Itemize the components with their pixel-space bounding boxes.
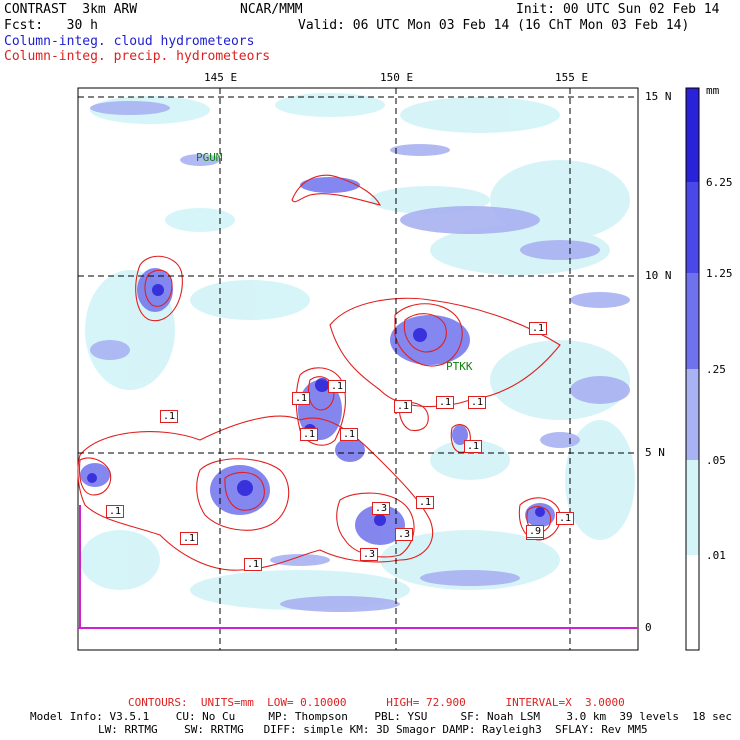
- colorbar-label-.25: .25: [706, 363, 726, 376]
- contour-info: CONTOURS: UNITS=mm LOW= 0.10000 HIGH= 72…: [128, 696, 625, 709]
- lon-label-150: 150 E: [380, 71, 414, 84]
- precip-clusters: [80, 177, 555, 545]
- lon-label-145: 145 E: [204, 71, 238, 84]
- org-label: NCAR/MMM: [240, 2, 303, 17]
- lat-label-5n: 5 N: [645, 446, 665, 459]
- colorbar-bin-3: [686, 273, 699, 369]
- contour-label-box: .1: [416, 496, 435, 509]
- contour-label-box: .1: [464, 440, 483, 453]
- contour-label-box: .1: [394, 400, 413, 413]
- contour-label-box: .3: [395, 528, 414, 541]
- colorbar-bin-6: [686, 555, 699, 650]
- colorbar-bin-1: [686, 88, 699, 182]
- contour-label-box: .1: [328, 380, 347, 393]
- colorbar-bin-5: [686, 460, 699, 555]
- contour-label-box: .1: [244, 558, 263, 571]
- colorbar-label-.01: .01: [706, 549, 726, 562]
- contour-label-box: .1: [340, 428, 359, 441]
- contour-label-box: .1: [106, 505, 125, 518]
- model-info-line1: Model Info: V3.5.1 CU: No Cu MP: Thompso…: [30, 710, 732, 723]
- lat-label-0: 0: [645, 621, 652, 634]
- field-cloud-label: Column-integ. cloud hydrometeors: [4, 34, 255, 49]
- contour-label-box: .1: [556, 512, 575, 525]
- valid-time: Valid: 06 UTC Mon 03 Feb 14 (16 ChT Mon …: [298, 18, 690, 33]
- colorbar-label-6.25: 6.25: [706, 176, 733, 189]
- contour-label-box: .1: [436, 396, 455, 409]
- colorbar: [685, 87, 700, 651]
- lon-label-155: 155 E: [555, 71, 589, 84]
- contour-label-box: .1: [160, 410, 179, 423]
- contour-label-box: .3: [360, 548, 379, 561]
- contour-label-box: .1: [180, 532, 199, 545]
- colorbar-label-.05: .05: [706, 454, 726, 467]
- contour-label-box: .1: [529, 322, 548, 335]
- contour-label-box: .1: [468, 396, 487, 409]
- model-info-line2: LW: RRTMG SW: RRTMG DIFF: simple KM: 3D …: [98, 723, 648, 736]
- colorbar-unit: mm: [706, 84, 720, 97]
- init-time: Init: 00 UTC Sun 02 Feb 14: [516, 2, 720, 17]
- lat-label-15n: 15 N: [645, 90, 672, 103]
- field-precip-label: Column-integ. precip. hydrometeors: [4, 49, 271, 64]
- contour-label-box: .9: [526, 525, 545, 538]
- forecast-hour: Fcst: 30 h: [4, 18, 98, 33]
- lat-lon-grid: [78, 88, 638, 650]
- colorbar-bin-2: [686, 182, 699, 273]
- station-ptkk: PTKK: [446, 360, 473, 373]
- lat-label-10n: 10 N: [645, 269, 672, 282]
- colorbar-bin-4: [686, 369, 699, 460]
- station-pgum: PGUM: [196, 151, 223, 164]
- model-label: CONTRAST 3km ARW: [4, 2, 138, 17]
- contour-label-box: .3: [372, 502, 391, 515]
- contour-label-box: .1: [300, 428, 319, 441]
- colorbar-label-1.25: 1.25: [706, 267, 733, 280]
- contour-label-box: .1: [292, 392, 311, 405]
